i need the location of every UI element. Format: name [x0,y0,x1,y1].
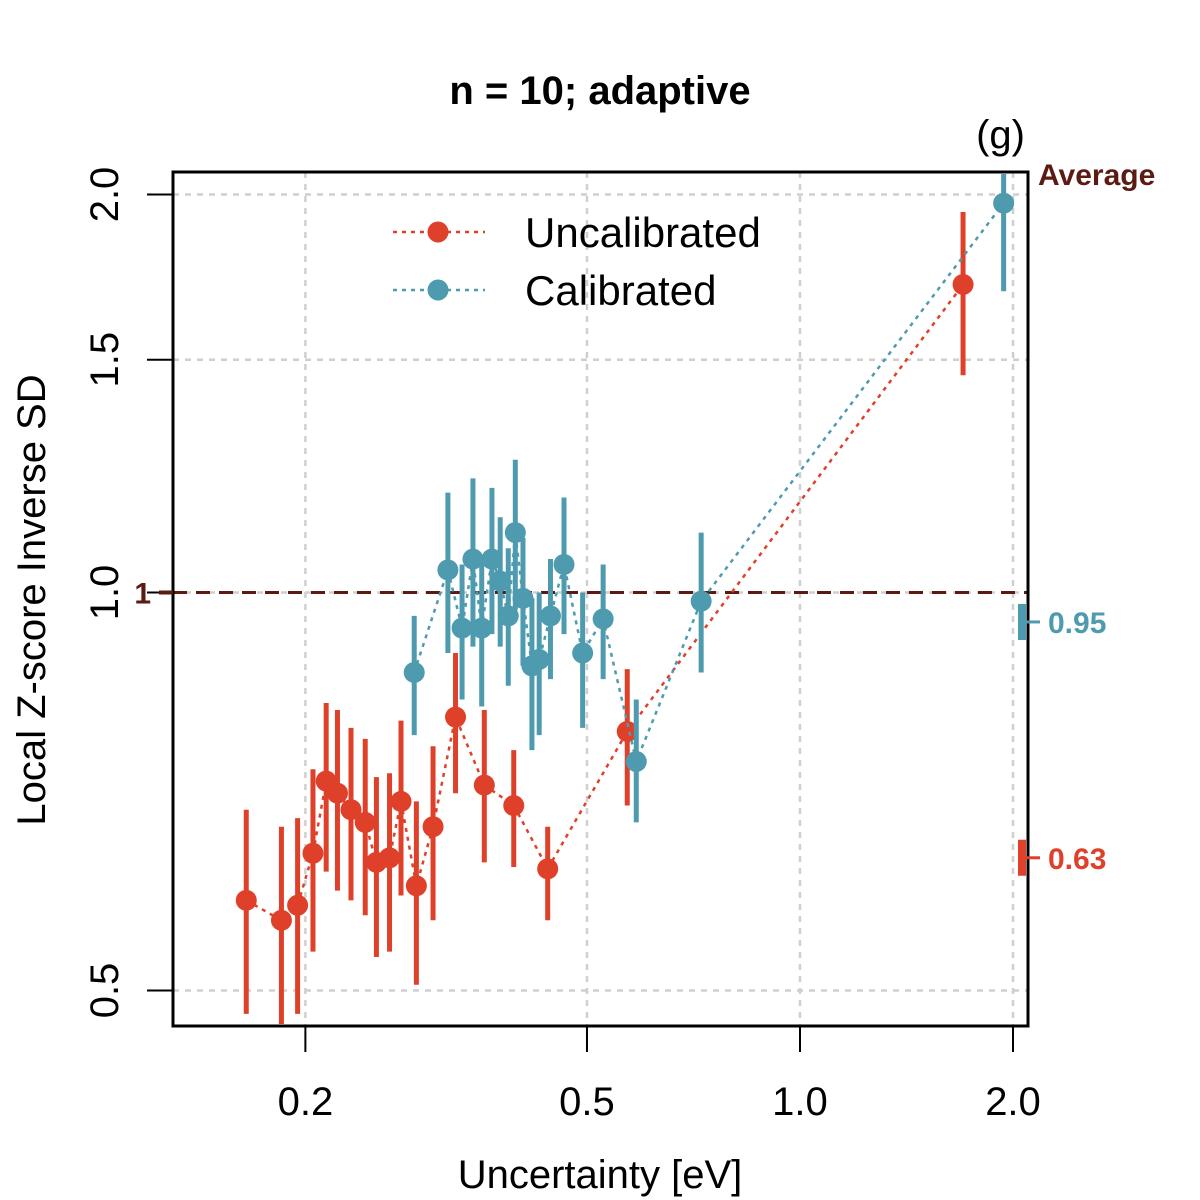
data-point-calibrated [592,608,614,630]
panel-label: (g) [976,113,1025,157]
data-point-uncalibrated [405,875,427,897]
data-point-uncalibrated [302,842,324,864]
data-point-uncalibrated [390,790,412,812]
average-value-uncalibrated: 0.63 [1048,843,1106,876]
x-tick-label: 0.2 [278,1080,334,1124]
x-axis-label: Uncertainty [eV] [458,1153,743,1197]
average-value-calibrated: 0.95 [1048,607,1106,640]
data-point-uncalibrated [270,909,292,931]
y-tick-label: 0.5 [83,963,127,1019]
data-point-calibrated [539,605,561,627]
data-point-uncalibrated [287,894,309,916]
legend-marker-uncalibrated [427,221,449,243]
series-layer [235,174,1015,1024]
data-point-calibrated [993,192,1015,214]
average-item-uncalibrated: 0.63 [1018,839,1106,876]
data-point-uncalibrated [952,273,974,295]
data-point-uncalibrated [473,774,495,796]
series-uncalibrated [235,212,974,1024]
legend-marker-calibrated [427,279,449,301]
data-point-uncalibrated [503,795,525,817]
chart-title: n = 10; adaptive [449,69,750,113]
legend-item-calibrated: Calibrated [393,267,716,314]
data-point-calibrated [471,617,493,639]
data-point-calibrated [553,553,575,575]
series-calibrated [403,174,1015,823]
y-tick-label: 1.5 [83,332,127,388]
data-point-calibrated [572,642,594,664]
data-point-uncalibrated [235,889,257,911]
x-tick-label: 0.5 [559,1080,615,1124]
legend-item-uncalibrated: Uncalibrated [393,209,761,256]
x-tick-label: 1.0 [772,1080,828,1124]
data-point-calibrated [690,590,712,612]
data-point-calibrated [403,661,425,683]
data-point-calibrated [462,548,484,570]
data-point-calibrated [497,605,519,627]
data-point-uncalibrated [422,816,444,838]
data-point-uncalibrated [616,720,638,742]
data-point-uncalibrated [340,799,362,821]
data-point-calibrated [489,570,511,592]
y-tick-label: 1.0 [83,565,127,621]
y-axis-label: Local Z-score Inverse SD [10,374,54,825]
legend-label-uncalibrated: Uncalibrated [525,209,761,256]
axes: 0.2 0.5 1.0 2.0 0.5 1.0 1.5 2.0 1 [83,167,1041,1124]
data-point-uncalibrated [326,782,348,804]
data-point-calibrated [528,648,550,670]
reference-label: 1 [134,577,151,610]
average-item-calibrated: 0.95 [1018,603,1106,640]
data-point-uncalibrated [379,847,401,869]
data-point-calibrated [481,548,503,570]
data-point-calibrated [451,617,473,639]
data-point-calibrated [512,587,534,609]
data-point-uncalibrated [354,811,376,833]
x-tick-label: 2.0 [985,1080,1041,1124]
data-point-calibrated [625,751,647,773]
legend-label-calibrated: Calibrated [525,267,716,314]
y-tick-label: 2.0 [83,167,127,223]
legend: Uncalibrated Calibrated [393,209,761,314]
data-point-uncalibrated [537,858,559,880]
data-point-calibrated [437,559,459,581]
average-panel: Average 0.95 0.63 [1018,159,1155,876]
average-label: Average [1038,159,1155,192]
data-point-uncalibrated [445,706,467,728]
data-point-calibrated [504,522,526,544]
